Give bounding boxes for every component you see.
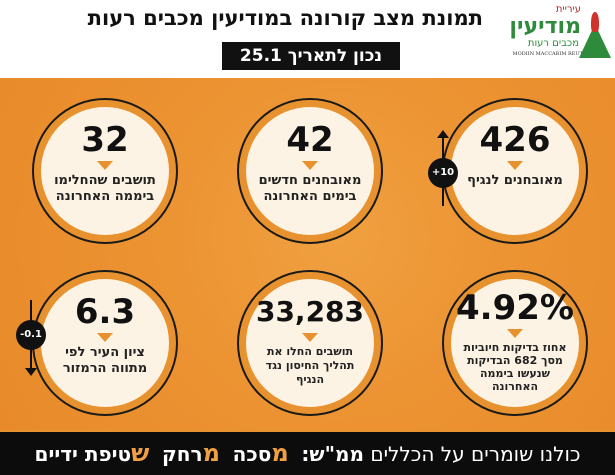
footer-letter: ש <box>131 439 150 467</box>
change-badge: +10 <box>428 158 458 188</box>
logo-flame-icon <box>591 12 599 32</box>
stat-label: מאובחנים חדשים בימים האחרונה <box>258 173 362 204</box>
page-title: תמונת מצב קורונה במודיעין מכבים רעות <box>87 6 483 30</box>
stat-label: אחוז בדיקות חיוביות מסך 682 הבדיקות שנעש… <box>463 341 567 393</box>
footer-acronym: ממ"ש: <box>301 442 364 466</box>
stat-vaccinated: 33,283 תושבים החלו את תהליך החיסון נגד הנ… <box>237 270 383 416</box>
stat-value: 33,283 <box>255 295 365 328</box>
arrow-up-head-icon <box>437 130 449 138</box>
date-banner: נכון לתאריך 25.1 <box>222 42 400 70</box>
stat-value: 42 <box>286 120 334 160</box>
stat-value: 32 <box>81 120 129 160</box>
rules-footer: כולנו שומרים על הכללים ממ"ש: מסכה מרחק ש… <box>0 430 615 475</box>
triangle-down-icon <box>507 161 523 170</box>
stat-value: 4.92% <box>456 288 574 328</box>
triangle-down-icon <box>507 329 523 338</box>
city-logo: עיריית מודיעין מכבים רעות MODIIN MACCABI… <box>486 4 611 64</box>
stat-label: תושבים החלו את תהליך החיסון נגד הנגיף <box>265 345 355 386</box>
footer-intro: כולנו שומרים על הכללים <box>370 442 581 466</box>
footer-word: רחק <box>162 442 203 466</box>
header: עיריית מודיעין מכבים רעות MODIIN MACCABI… <box>0 0 615 78</box>
logo-text: מודיעין <box>509 14 581 39</box>
triangle-down-icon <box>302 161 318 170</box>
stat-diagnosed: 426 מאובחנים לנגיף <box>442 98 588 244</box>
footer-word: סכה <box>232 442 272 466</box>
triangle-down-icon <box>302 333 318 342</box>
logo-text: MODIIN MACCABIM REUT <box>512 51 583 57</box>
stat-label: מאובחנים לנגיף <box>467 173 563 188</box>
logo-text: עיריית <box>555 4 581 15</box>
stat-new-diagnosed: 42 מאובחנים חדשים בימים האחרונה <box>237 98 383 244</box>
stats-panel: 426 מאובחנים לנגיף +10 42 מאובחנים חדשים ב… <box>0 78 615 430</box>
stat-positive-rate: 4.92% אחוז בדיקות חיוביות מסך 682 הבדיקות… <box>442 270 588 416</box>
stat-label: תושבים שהחלימו ביממה האחרונה <box>54 173 156 204</box>
footer-word: טיפת ידיים <box>34 442 132 466</box>
footer-letter: מ <box>271 439 289 467</box>
stat-value: 426 <box>479 120 551 160</box>
stat-value: 6.3 <box>74 292 136 332</box>
stat-recovered: 32 תושבים שהחלימו ביממה האחרונה <box>32 98 178 244</box>
stat-city-score: 6.3 ציון העיר לפי מתווה הרמזור <box>32 270 178 416</box>
change-badge: -0.1 <box>16 320 46 350</box>
triangle-down-icon <box>97 161 113 170</box>
arrow-down-head-icon <box>25 368 37 376</box>
logo-text: מכבים רעות <box>527 38 579 49</box>
stat-label: ציון העיר לפי מתווה הרמזור <box>62 345 148 376</box>
footer-letter: מ <box>202 439 220 467</box>
triangle-down-icon <box>97 333 113 342</box>
